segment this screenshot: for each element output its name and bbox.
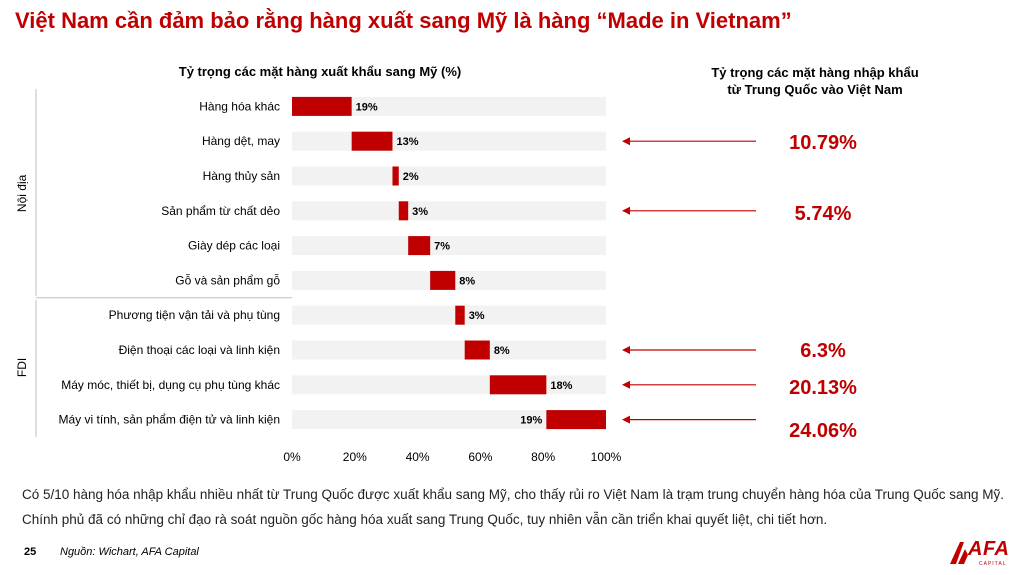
bar-track bbox=[292, 340, 606, 360]
data-label: 18% bbox=[550, 380, 572, 392]
source-note: Nguồn: Wichart, AFA Capital bbox=[60, 546, 199, 558]
bar-track bbox=[292, 410, 606, 430]
logo-mark-icon bbox=[950, 542, 968, 564]
x-tick-label: 80% bbox=[531, 450, 555, 464]
group-label: FDI bbox=[15, 358, 29, 377]
bar-track bbox=[292, 131, 606, 151]
bar bbox=[398, 201, 409, 221]
bar-track bbox=[292, 305, 606, 325]
import-share-title: Tỷ trọng các mặt hàng nhập khẩu từ Trung… bbox=[685, 64, 945, 98]
category-label: Giày dép các loại bbox=[188, 239, 280, 253]
x-tick-label: 60% bbox=[468, 450, 492, 464]
import-share-value: 24.06% bbox=[789, 420, 857, 442]
bar bbox=[408, 236, 431, 256]
data-label: 19% bbox=[520, 415, 542, 427]
bar bbox=[430, 270, 456, 290]
page-number: 25 bbox=[24, 546, 37, 558]
x-tick-label: 0% bbox=[283, 450, 301, 464]
bar bbox=[546, 410, 606, 430]
bar-track bbox=[292, 166, 606, 186]
import-share-value: 6.3% bbox=[800, 340, 846, 362]
data-label: 2% bbox=[403, 171, 419, 183]
import-share-title-line2: từ Trung Quốc vào Việt Nam bbox=[727, 82, 903, 97]
bar-track bbox=[292, 201, 606, 221]
category-label: Gỗ và sản phẩm gỗ bbox=[175, 272, 280, 287]
arrow-head-icon bbox=[622, 415, 630, 424]
afa-capital-logo: AFA CAPITAL bbox=[948, 538, 1018, 568]
import-share-title-line1: Tỷ trọng các mặt hàng nhập khẩu bbox=[711, 65, 919, 80]
data-label: 3% bbox=[469, 310, 485, 322]
x-tick-label: 20% bbox=[343, 450, 367, 464]
slide-title: Việt Nam cần đảm bảo rằng hàng xuất sang… bbox=[15, 8, 792, 33]
export-share-chart: Nội địa FDI Hàng hóa khác 19% Hàng dệt, may 1… bbox=[15, 89, 756, 464]
bar bbox=[455, 305, 465, 325]
bar-track bbox=[292, 96, 606, 116]
bar bbox=[489, 375, 547, 395]
description-text: Có 5/10 hàng hóa nhập khẩu nhiều nhất từ… bbox=[22, 487, 1005, 527]
logo-subtext: CAPITAL bbox=[979, 561, 1007, 567]
category-label: Hàng hóa khác bbox=[199, 99, 280, 113]
category-label: Máy vi tính, sản phẩm điện tử và linh ki… bbox=[59, 413, 280, 427]
category-label: Máy móc, thiết bị, dụng cụ phụ tùng khác bbox=[61, 378, 280, 392]
category-label: Sản phẩm từ chất dẻo bbox=[161, 204, 280, 218]
data-label: 13% bbox=[396, 136, 418, 148]
arrow-head-icon bbox=[622, 206, 630, 215]
data-label: 8% bbox=[494, 345, 510, 357]
bar bbox=[392, 166, 399, 186]
data-label: 19% bbox=[356, 101, 378, 113]
x-tick-label: 100% bbox=[591, 450, 622, 464]
bar-track bbox=[292, 236, 606, 256]
import-share-value: 10.79% bbox=[789, 132, 857, 154]
bar bbox=[351, 131, 393, 151]
arrow-head-icon bbox=[622, 380, 630, 389]
bar bbox=[292, 96, 352, 116]
arrow-head-icon bbox=[622, 346, 630, 354]
category-label: Phương tiện vận tải và phụ tùng bbox=[109, 308, 280, 322]
category-label: Hàng dệt, may bbox=[202, 134, 280, 148]
arrow-head-icon bbox=[622, 137, 630, 146]
import-share-value: 20.13% bbox=[789, 377, 857, 399]
bar bbox=[464, 340, 490, 360]
chart-title: Tỷ trọng các mặt hàng xuất khẩu sang Mỹ … bbox=[178, 64, 462, 79]
category-label: Hàng thủy sản bbox=[203, 169, 280, 183]
logo-text: AFA bbox=[968, 538, 1010, 560]
data-label: 3% bbox=[412, 206, 428, 218]
data-label: 8% bbox=[459, 275, 475, 287]
group-label: Nội địa bbox=[15, 174, 29, 212]
category-label: Điện thoại các loại và linh kiện bbox=[119, 343, 280, 357]
import-share-value: 5.74% bbox=[794, 203, 852, 225]
data-label: 7% bbox=[434, 241, 450, 253]
x-tick-label: 40% bbox=[406, 450, 430, 464]
